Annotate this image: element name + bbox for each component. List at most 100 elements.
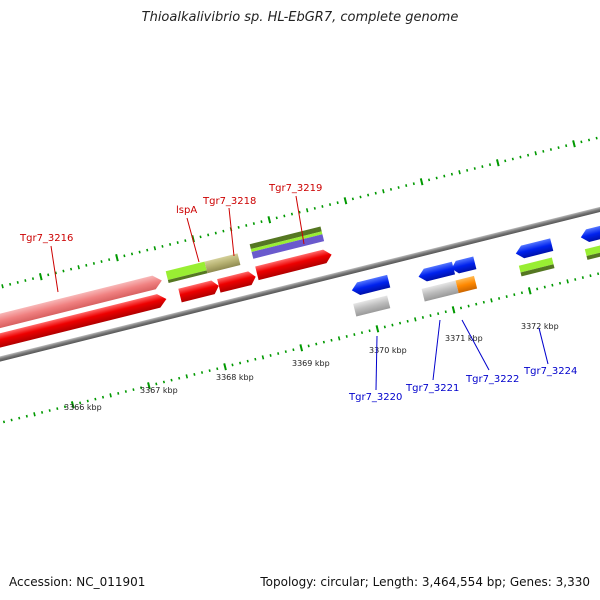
gene-tgr7-3218-olive-bar[interactable]	[204, 253, 241, 274]
minor-tick	[24, 279, 27, 282]
scale-label: 3371 kbp	[445, 334, 483, 343]
minor-tick	[178, 376, 181, 380]
minor-tick	[239, 361, 242, 365]
gene-tgr7-3222-orange-bar[interactable]	[455, 275, 478, 294]
minor-tick	[48, 409, 51, 412]
backbone-frame	[0, 136, 600, 424]
forward-strand-genes	[0, 226, 333, 354]
gene-tgr7-3219-cds-arrow[interactable]	[255, 248, 333, 281]
major-tick	[70, 401, 75, 409]
gene-tgr7-3221-blue-arrow[interactable]	[417, 261, 456, 283]
minor-tick	[367, 193, 370, 197]
minor-tick	[488, 163, 492, 167]
scale-label: 3370 kbp	[369, 346, 407, 355]
minor-tick	[513, 293, 516, 297]
gene-label-tgr7-3220[interactable]: Tgr7_3220	[348, 392, 402, 403]
minor-tick	[86, 399, 89, 403]
minor-tick	[69, 267, 73, 271]
minor-tick	[580, 140, 583, 144]
minor-tick	[581, 276, 584, 279]
minor-tick	[124, 390, 127, 393]
minor-tick	[473, 167, 476, 170]
minor-tick	[527, 153, 530, 157]
leader-line	[295, 195, 305, 245]
minor-tick	[459, 306, 463, 310]
minor-tick	[391, 323, 394, 327]
gene-lspa-cds-arrow[interactable]	[178, 279, 220, 303]
gene-tgr7-3224-blue-arrow[interactable]	[514, 238, 554, 260]
minor-tick	[292, 348, 295, 352]
minor-tick	[62, 269, 65, 273]
minor-tick	[216, 367, 219, 371]
gene-tgr7-3222-blue-arrow[interactable]	[450, 256, 477, 274]
gene-label-tgr7-3222[interactable]: Tgr7_3222	[465, 374, 519, 385]
gene-next-blue-arrow[interactable]	[579, 219, 600, 244]
minor-tick	[169, 243, 172, 246]
minor-tick	[389, 187, 393, 191]
gene-tgr7-3216-cds-arrow[interactable]	[0, 292, 168, 354]
gene-label-tgr7-3219[interactable]: Tgr7_3219	[268, 183, 322, 194]
minor-tick	[18, 416, 21, 420]
minor-tick	[328, 203, 332, 206]
minor-tick	[109, 393, 112, 398]
major-tick	[223, 363, 227, 371]
minor-tick	[40, 411, 44, 414]
minor-tick	[25, 414, 28, 418]
minor-tick	[467, 304, 470, 308]
minor-tick	[140, 386, 143, 390]
gene-next-dark-bar	[586, 244, 600, 260]
minor-tick	[284, 350, 287, 354]
minor-tick	[277, 352, 280, 355]
gene-tgr7-3216-pale-arrow[interactable]	[0, 274, 164, 335]
minor-tick	[351, 197, 354, 201]
gene-tgr7-3220-grey-bar[interactable]	[353, 295, 391, 317]
minor-tick	[199, 235, 202, 239]
gene-label-lspa[interactable]: lspA	[176, 205, 197, 216]
minor-tick	[193, 373, 196, 376]
gene-label-tgr7-3221[interactable]: Tgr7_3221	[405, 383, 459, 394]
minor-tick	[184, 239, 187, 243]
gene-next-green-bar[interactable]	[584, 238, 600, 257]
minor-tick	[305, 208, 309, 213]
topology-text: Topology: circular; Length: 3,464,554 bp…	[260, 575, 590, 589]
gene-tgr7-3219-dark-bar[interactable]	[249, 226, 322, 250]
minor-tick	[123, 254, 126, 258]
gene-lspa-rrna-bar[interactable]	[165, 261, 207, 281]
minor-tick	[222, 229, 225, 233]
minor-tick	[565, 144, 568, 148]
gene-tgr7-3221-grey-bar[interactable]	[421, 280, 459, 302]
minor-tick	[412, 182, 415, 186]
minor-tick	[260, 220, 263, 224]
minor-tick	[245, 224, 248, 227]
minor-tick	[397, 186, 400, 189]
minor-tick	[47, 273, 50, 277]
minor-tick	[275, 216, 278, 220]
minor-tick	[429, 314, 432, 317]
scale-label: 3367 kbp	[140, 386, 178, 395]
gene-label-tgr7-3218[interactable]: Tgr7_3218	[202, 196, 256, 207]
minor-tick	[161, 244, 164, 248]
minor-tick	[543, 285, 546, 289]
minor-tick	[481, 165, 484, 168]
gene-label-tgr7-3224[interactable]: Tgr7_3224	[523, 366, 577, 377]
minor-tick	[94, 397, 97, 401]
gene-tgr7-3224-green-bar[interactable]	[518, 257, 554, 273]
gene-tgr7-3219-purple-bar[interactable]	[251, 234, 325, 259]
leader-line	[432, 319, 441, 381]
minor-tick	[558, 281, 562, 285]
genome-backbone	[0, 199, 600, 369]
major-tick	[343, 197, 348, 205]
gene-label-tgr7-3216[interactable]: Tgr7_3216	[19, 233, 73, 244]
inner-tick-ring	[2, 272, 600, 424]
major-tick	[115, 254, 119, 262]
minor-tick	[117, 392, 120, 395]
minor-tick	[132, 388, 135, 392]
minor-tick	[414, 317, 417, 322]
minor-tick	[315, 342, 318, 346]
gene-tgr7-3220-blue-arrow[interactable]	[350, 274, 391, 297]
minor-tick	[490, 298, 493, 303]
gene-tgr7-3218-cds-arrow[interactable]	[217, 270, 257, 293]
minor-tick	[330, 338, 333, 342]
scale-label: 3369 kbp	[292, 359, 330, 368]
